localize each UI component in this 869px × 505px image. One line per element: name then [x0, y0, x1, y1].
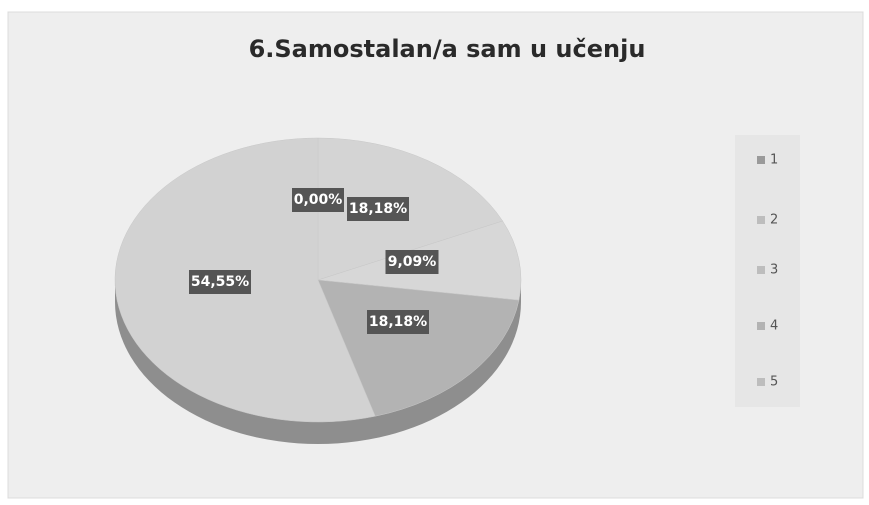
data-label: 0,00% [294, 192, 343, 208]
legend-box [735, 135, 800, 407]
data-label: 54,55% [191, 274, 249, 290]
legend-swatch [757, 322, 765, 330]
legend-label: 2 [770, 213, 778, 228]
data-label: 9,09% [388, 254, 437, 270]
pie-slice [317, 137, 504, 281]
data-label-box [347, 197, 409, 221]
data-label-box [189, 270, 251, 294]
legend-label: 4 [770, 319, 778, 334]
legend-label: 3 [770, 263, 778, 278]
chart-title: 6.Samostalan/a sam u učenju [249, 35, 646, 63]
data-label-box [385, 250, 439, 274]
legend-swatch [757, 216, 765, 224]
data-label-box [367, 310, 429, 334]
legend-swatch [757, 156, 765, 164]
legend-label: 5 [770, 375, 778, 390]
legend-swatch [757, 266, 765, 274]
legend-swatch [757, 378, 765, 386]
data-label: 18,18% [349, 201, 407, 217]
legend-label: 1 [770, 153, 778, 168]
data-label: 18,18% [369, 314, 427, 330]
data-label-box [292, 188, 344, 212]
